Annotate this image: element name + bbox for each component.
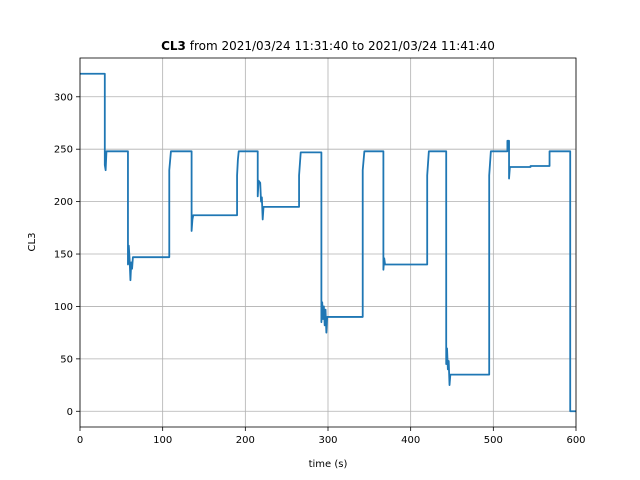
chart-title-bold: CL3 bbox=[161, 39, 186, 53]
x-tick-label: 600 bbox=[566, 435, 585, 446]
y-tick-label: 50 bbox=[60, 354, 73, 365]
chart-title-rest: from 2021/03/24 11:31:40 to 2021/03/24 1… bbox=[186, 39, 495, 53]
x-axis-ticks: 0 100 200 300 400 500 600 bbox=[77, 427, 586, 446]
series-layer bbox=[80, 72, 576, 413]
y-tick-label: 150 bbox=[54, 250, 73, 261]
x-tick-label: 200 bbox=[236, 435, 255, 446]
gridlines bbox=[79, 58, 577, 427]
x-tick-label: 100 bbox=[153, 435, 172, 446]
x-tick-label: 0 bbox=[77, 435, 83, 446]
x-axis-label: time (s) bbox=[309, 459, 348, 470]
y-tick-label: 0 bbox=[67, 407, 73, 418]
x-tick-label: 400 bbox=[401, 435, 420, 446]
y-tick-label: 250 bbox=[54, 145, 73, 156]
x-tick-label: 300 bbox=[318, 435, 337, 446]
y-tick-label: 300 bbox=[54, 92, 73, 103]
series-line-cl3 bbox=[80, 72, 576, 413]
y-tick-label: 100 bbox=[54, 302, 73, 313]
x-tick-label: 500 bbox=[484, 435, 503, 446]
y-tick-label: 200 bbox=[54, 197, 73, 208]
chart-title: CL3 from 2021/03/24 11:31:40 to 2021/03/… bbox=[161, 39, 495, 53]
y-axis-label: CL3 bbox=[27, 233, 38, 252]
y-axis-ticks: 0 50 100 150 200 250 300 bbox=[54, 92, 80, 418]
